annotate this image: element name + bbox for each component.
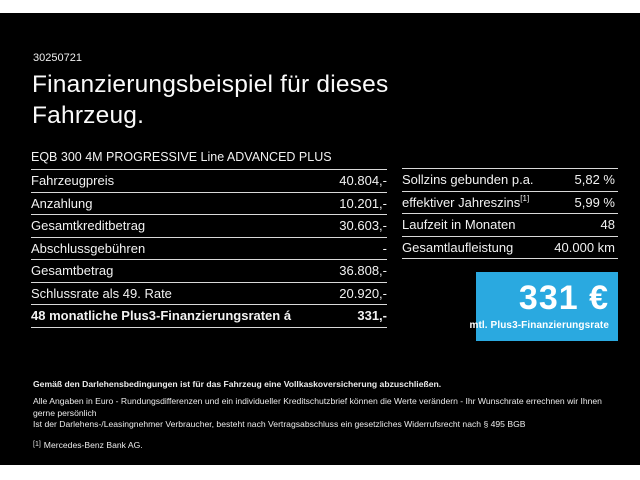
page-title: Finanzierungsbeispiel für dieses Fahrzeu… [32, 71, 389, 129]
row-label: Gesamtlaufleistung [402, 239, 514, 255]
footnote-bold-line: Gemäß den Darlehensbedingungen ist für d… [33, 379, 442, 389]
row-value: 5,82 % [574, 172, 615, 188]
footnote-ref-marker: [1] [33, 440, 41, 448]
row-label: 48 monatliche Plus3-Finanzierungsraten á [31, 308, 292, 324]
row-value: 48 [600, 217, 615, 233]
table-row-gesamtbetrag: Gesamtbetrag 36.808,- [31, 260, 387, 283]
footnote-line-2: Alle Angaben in Euro - Rundungsdifferenz… [33, 396, 602, 418]
row-value: 5,99 % [574, 194, 615, 210]
row-value: 36.808,- [339, 263, 387, 279]
table-row-fahrzeugpreis: Fahrzeugpreis 40.804,- [31, 170, 387, 193]
row-label: Anzahlung [31, 195, 93, 211]
row-label: Sollzins gebunden p.a. [402, 172, 534, 188]
table-row-effektiver-jahreszins: effektiver Jahreszins[1] 5,99 % [402, 192, 618, 214]
row-value: 20.920,- [339, 285, 387, 301]
table-row-laufzeit: Laufzeit in Monaten 48 [402, 214, 618, 237]
table-row-gesamtkreditbetrag: Gesamtkreditbetrag 30.603,- [31, 215, 387, 238]
row-value: 30.603,- [339, 218, 387, 234]
footnotes-section: Gemäß den Darlehensbedingungen ist für d… [33, 379, 611, 450]
footnote-line-3: Ist der Darlehens-/Leasingnehmer Verbrau… [33, 419, 526, 429]
footnote-ref-text: Mercedes-Benz Bank AG. [43, 439, 143, 450]
monthly-rate-caption: mtl. Plus3-Finanzierungsrate [469, 320, 609, 331]
row-value: - [382, 240, 387, 256]
row-label: Gesamtkreditbetrag [31, 218, 146, 234]
monthly-rate-amount: 331 € [518, 279, 609, 317]
row-value: 40.000 km [554, 239, 615, 255]
row-label: Laufzeit in Monaten [402, 217, 516, 233]
table-row-schlussrate: Schlussrate als 49. Rate 20.920,- [31, 283, 387, 305]
monthly-rate-box: 331 € mtl. Plus3-Finanzierungsrate [470, 272, 618, 341]
top-letterbox-strip [0, 0, 640, 13]
row-label: effektiver Jahreszins[1] [402, 193, 530, 210]
row-value: 331,- [357, 308, 387, 324]
document-number: 30250721 [33, 52, 82, 64]
footnote-marker: [1] [520, 193, 530, 203]
row-label: Fahrzeugpreis [31, 173, 115, 189]
conditions-table: Sollzins gebunden p.a. 5,82 % effektiver… [402, 168, 618, 259]
row-value: 40.804,- [339, 173, 387, 189]
footnote-reference: [1] Mercedes-Benz Bank AG. [33, 440, 611, 450]
table-row-sollzins: Sollzins gebunden p.a. 5,82 % [402, 169, 618, 192]
table-row-abschlussgebuehren: Abschlussgebühren - [31, 238, 387, 260]
table-row-monatsraten: 48 monatliche Plus3-Finanzierungsraten á… [31, 305, 387, 328]
finance-table: EQB 300 4M PROGRESSIVE Line ADVANCED PLU… [31, 146, 387, 328]
row-label: Abschlussgebühren [31, 240, 146, 256]
row-value: 10.201,- [339, 195, 387, 211]
table-row-gesamtlaufleistung: Gesamtlaufleistung 40.000 km [402, 237, 618, 259]
row-label: Gesamtbetrag [31, 263, 114, 279]
table-row-anzahlung: Anzahlung 10.201,- [31, 193, 387, 215]
financing-example-panel: 30250721 Finanzierungsbeispiel für diese… [0, 13, 640, 465]
bottom-letterbox-strip [0, 465, 640, 480]
vehicle-model: EQB 300 4M PROGRESSIVE Line ADVANCED PLU… [31, 146, 387, 170]
row-label: Schlussrate als 49. Rate [31, 285, 172, 301]
